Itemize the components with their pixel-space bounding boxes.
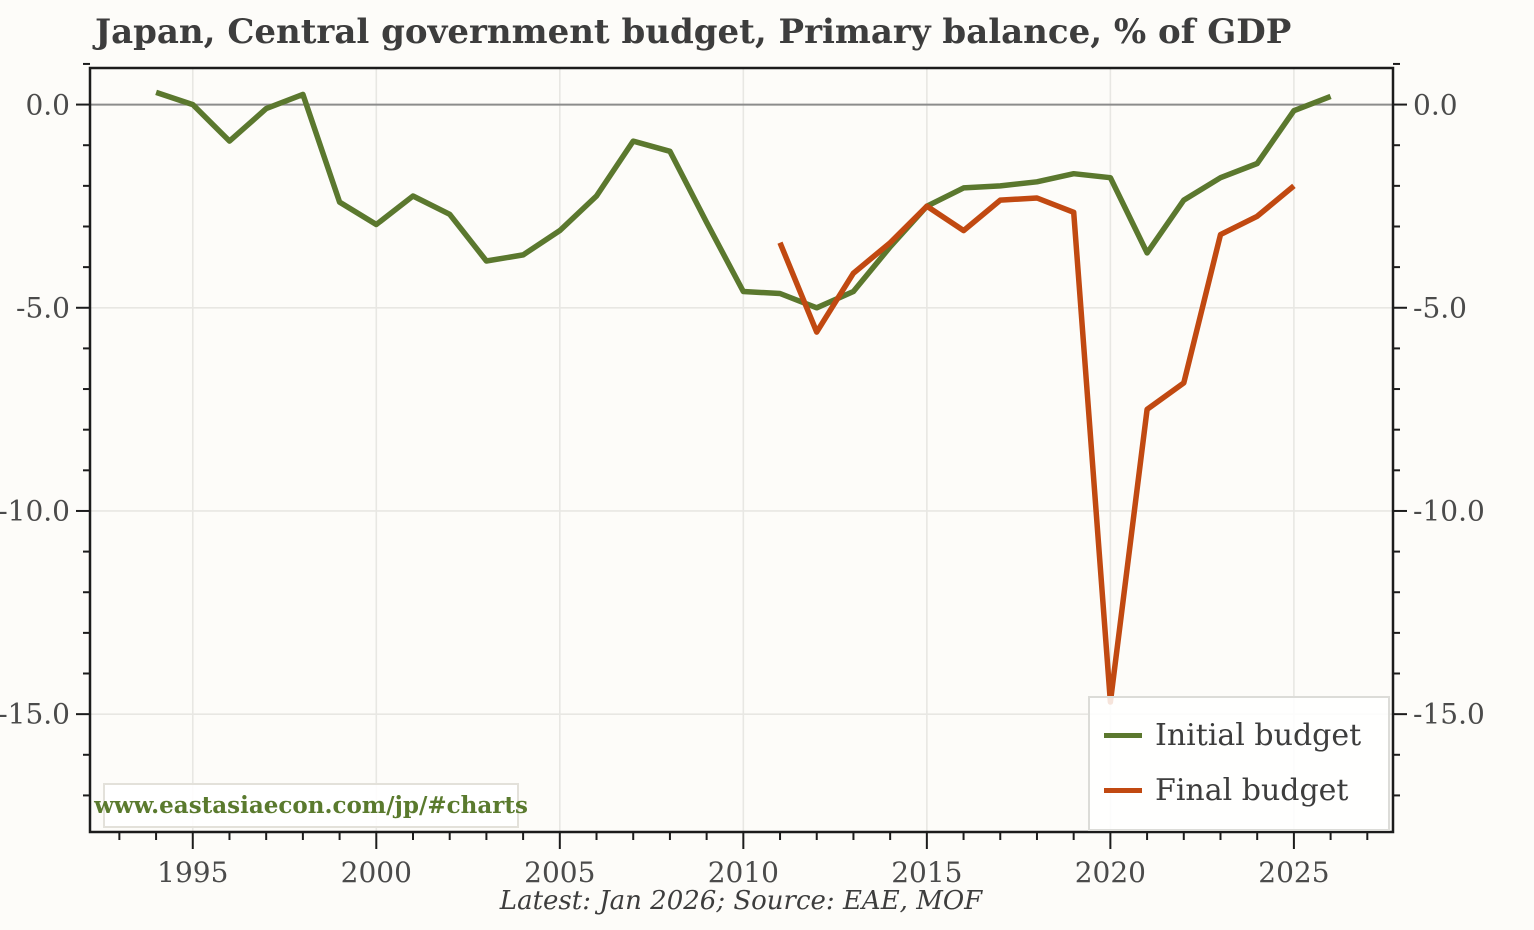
series-initial-budget — [155, 89, 1332, 311]
initial-budget-line-swatch — [1104, 733, 1142, 738]
watermark-link[interactable]: www.eastasiaecon.com/jp/#charts — [94, 792, 528, 819]
plot-frame — [88, 66, 1395, 834]
x-tick-label: 2025 — [1258, 856, 1330, 889]
final-budget-line-swatch — [1104, 788, 1142, 793]
y-tick-label-left: -5.0 — [16, 291, 70, 325]
x-tick-label: 2000 — [340, 856, 412, 889]
x-tick-label: 2020 — [1074, 856, 1147, 889]
y-tick-label-left: 0.0 — [25, 88, 70, 122]
x-tick-label: 2015 — [891, 856, 963, 889]
legend-label-initial-budget: Initial budget — [1155, 718, 1362, 753]
initial-budget-line — [155, 89, 1332, 311]
final-budget-line — [777, 183, 1296, 705]
chart-title: Japan, Central government budget, Primar… — [95, 12, 1292, 52]
legend-item-final-budget: Final budget — [1104, 763, 1388, 818]
x-tick-label: 1995 — [157, 856, 229, 889]
caption: Latest: Jan 2026; Source: EAE, MOF — [499, 886, 983, 916]
x-tick-label: 2010 — [707, 856, 779, 889]
y-tick-label-right: -5.0 — [1413, 291, 1467, 325]
x-tick-label: 2005 — [524, 856, 596, 889]
plot-frame — [88, 66, 1395, 834]
legend-label-final-budget: Final budget — [1155, 773, 1349, 808]
y-tick-label-right: 0.0 — [1413, 88, 1458, 122]
legend: Initial budget Final budget — [1088, 696, 1390, 831]
y-tick-label-right: -10.0 — [1413, 494, 1485, 528]
y-tick-label-left: -10.0 — [0, 494, 70, 528]
y-tick-label-left: -15.0 — [0, 697, 70, 731]
y-tick-label-right: -15.0 — [1413, 697, 1485, 731]
legend-item-initial-budget: Initial budget — [1104, 708, 1388, 763]
watermark-box: www.eastasiaecon.com/jp/#charts — [94, 783, 528, 828]
series-final-budget — [777, 183, 1296, 705]
